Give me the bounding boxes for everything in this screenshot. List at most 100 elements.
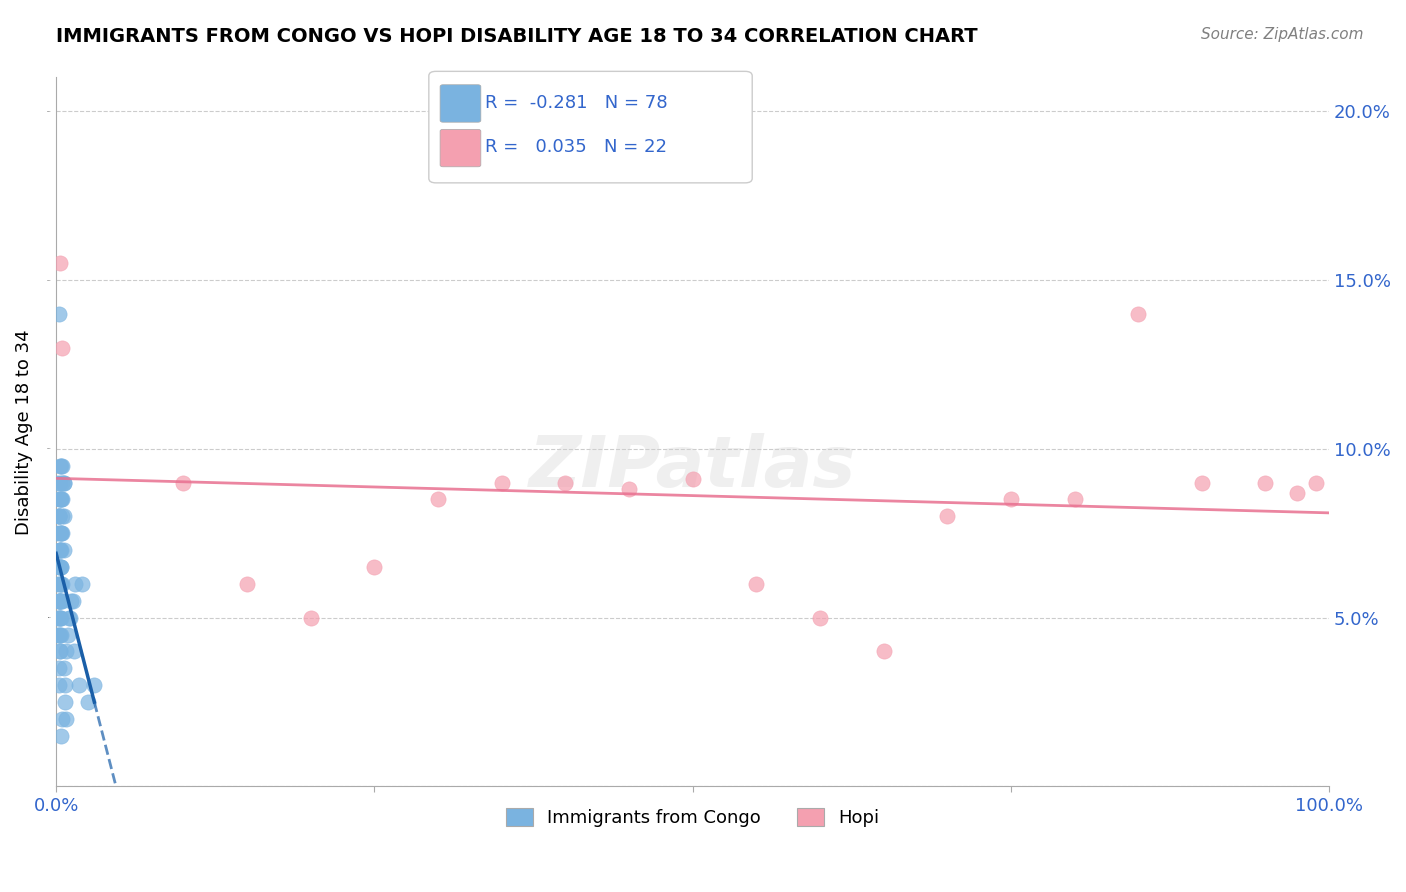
Point [872, 644, 894, 658]
Point [51, 526, 73, 541]
Point [70, 577, 93, 591]
Point [51, 560, 73, 574]
Point [48, 678, 70, 692]
Point [83, 678, 105, 692]
Point [51, 577, 73, 591]
Point [53, 695, 76, 709]
Point [1063, 492, 1085, 507]
Point [745, 577, 768, 591]
Point [51, 492, 73, 507]
Point [48, 509, 70, 524]
Point [67, 678, 90, 692]
Point [62, 594, 84, 608]
Y-axis label: Disability Age 18 to 34: Disability Age 18 to 34 [15, 329, 32, 535]
Point [48, 661, 70, 675]
Point [236, 577, 259, 591]
Point [52, 475, 75, 490]
Point [52, 475, 75, 490]
Point [299, 610, 322, 624]
Point [49, 560, 72, 574]
Point [49, 610, 72, 624]
Point [49, 610, 72, 624]
Point [617, 483, 640, 497]
Point [51, 560, 73, 574]
Point [46, 475, 69, 490]
Point [58, 610, 80, 624]
Point [1254, 475, 1277, 490]
Point [51, 543, 73, 558]
Point [48, 594, 70, 608]
Point [51, 475, 73, 490]
Point [49, 577, 72, 591]
Text: ZIPatlas: ZIPatlas [529, 433, 856, 502]
Point [49, 594, 72, 608]
Point [1000, 492, 1022, 507]
Point [51, 729, 73, 743]
Point [49, 577, 72, 591]
Point [52, 661, 75, 675]
Point [48, 594, 70, 608]
Point [51, 458, 73, 473]
Point [51, 492, 73, 507]
Point [60, 594, 83, 608]
Point [1191, 475, 1213, 490]
Point [46, 526, 69, 541]
Point [427, 492, 450, 507]
Point [49, 475, 72, 490]
Point [49, 560, 72, 574]
Point [56, 627, 79, 641]
Point [1128, 307, 1150, 321]
Point [48, 560, 70, 574]
Point [49, 594, 72, 608]
Point [554, 475, 576, 490]
Point [48, 627, 70, 641]
Point [48, 610, 70, 624]
Point [936, 509, 959, 524]
Point [46, 627, 69, 641]
Point [1286, 485, 1309, 500]
Point [49, 543, 72, 558]
Point [49, 492, 72, 507]
Text: Source: ZipAtlas.com: Source: ZipAtlas.com [1201, 27, 1364, 42]
Point [77, 695, 100, 709]
Point [49, 543, 72, 558]
Point [49, 458, 72, 473]
Point [682, 472, 704, 486]
Point [491, 475, 513, 490]
Point [46, 610, 69, 624]
Point [49, 644, 72, 658]
Point [49, 627, 72, 641]
Point [52, 543, 75, 558]
Point [49, 526, 72, 541]
Point [63, 644, 86, 658]
Point [51, 492, 73, 507]
Point [49, 256, 72, 270]
Point [55, 644, 77, 658]
Point [63, 577, 86, 591]
Point [51, 610, 73, 624]
Point [52, 509, 75, 524]
Point [363, 560, 385, 574]
Point [53, 678, 76, 692]
Point [51, 594, 73, 608]
Point [48, 492, 70, 507]
Point [51, 627, 73, 641]
Point [1305, 475, 1327, 490]
Legend: Immigrants from Congo, Hopi: Immigrants from Congo, Hopi [498, 800, 887, 834]
Point [51, 526, 73, 541]
Point [808, 610, 831, 624]
Point [51, 458, 73, 473]
Point [48, 509, 70, 524]
Point [51, 577, 73, 591]
Point [49, 644, 72, 658]
Point [55, 712, 77, 726]
Point [48, 307, 70, 321]
Point [49, 543, 72, 558]
Point [172, 475, 194, 490]
Point [51, 594, 73, 608]
Point [51, 526, 73, 541]
Point [48, 594, 70, 608]
Point [51, 341, 73, 355]
Point [59, 610, 82, 624]
Text: R =  -0.281   N = 78: R = -0.281 N = 78 [485, 94, 668, 112]
